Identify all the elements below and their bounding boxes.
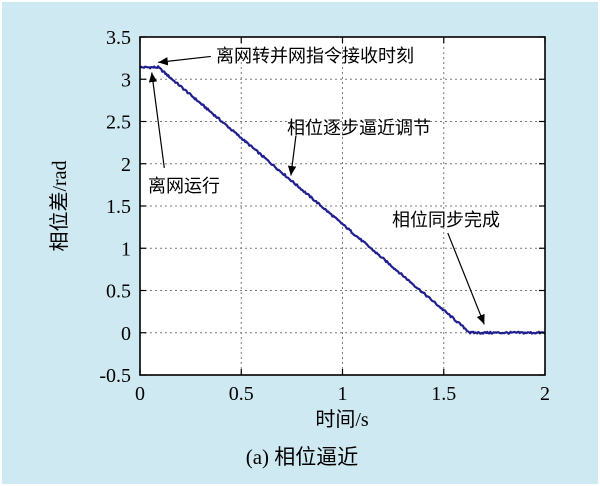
annotation-sync-complete: 相位同步完成 xyxy=(392,210,500,230)
annotation-leader-line xyxy=(287,135,297,176)
y-tick-label: 3.5 xyxy=(106,27,131,49)
figure-caption: (a) 相位逼近 xyxy=(246,445,359,469)
annotation-leader-line xyxy=(158,55,211,66)
axes-box xyxy=(139,36,546,376)
chart-graphics-layer: 0 0.5 1 1.5 2-0.500.511.522.533.5 xyxy=(99,27,550,405)
annotation-stepwise-approach: 相位逐步逼近调节 xyxy=(287,118,431,138)
y-tick-label: 1 xyxy=(121,238,131,260)
annotation-leader-line xyxy=(148,72,165,169)
y-tick-label: 2 xyxy=(121,154,131,176)
y-tick-label: 1.5 xyxy=(106,196,131,218)
y-tick-label: 2.5 xyxy=(106,112,131,134)
y-tick-label: -0.5 xyxy=(99,365,131,387)
annotation-offgrid-operation: 离网运行 xyxy=(148,176,220,196)
y-tick-label: 3 xyxy=(121,69,131,91)
x-tick-label: 1.5 xyxy=(431,383,456,405)
x-tick-label: 1 xyxy=(338,383,348,405)
x-tick-label: 0.5 xyxy=(229,383,254,405)
annotation-leader-line xyxy=(447,232,485,325)
x-tick-label: 2 xyxy=(540,383,550,405)
y-axis-label: 相位差/rad xyxy=(48,160,71,251)
annotation-command-received: 离网转并网指令接收时刻 xyxy=(216,46,414,66)
y-tick-label: 0.5 xyxy=(106,281,131,303)
series-line-phase-difference xyxy=(139,65,546,335)
x-axis-label: 时间/s xyxy=(315,408,369,431)
y-tick-label: 0 xyxy=(121,323,131,345)
x-tick-label: 0 xyxy=(135,383,145,405)
